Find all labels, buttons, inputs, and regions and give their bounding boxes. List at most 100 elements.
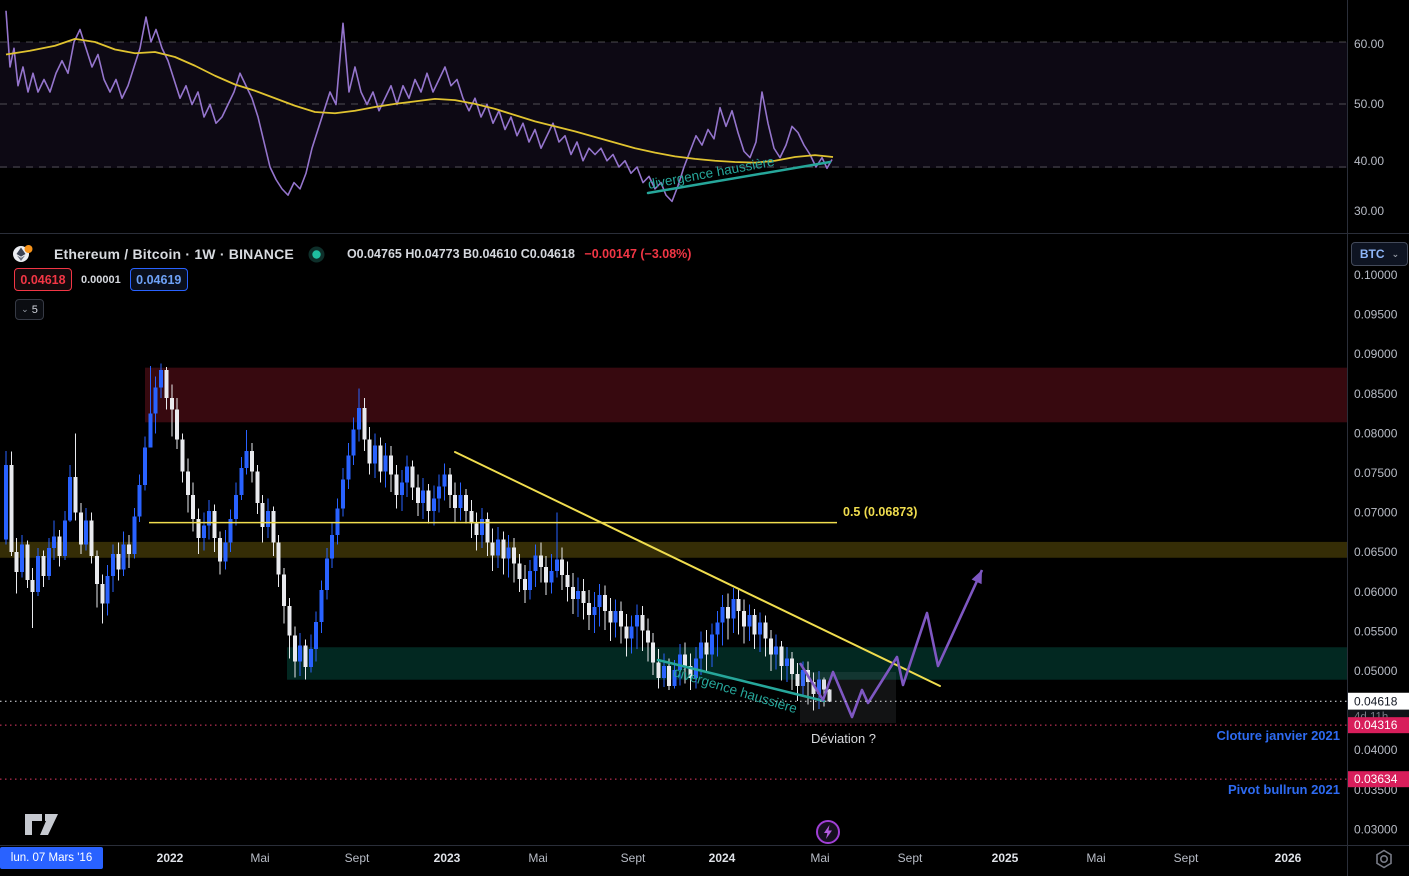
- candle-body: [383, 455, 388, 472]
- candle-body: [36, 556, 41, 592]
- candle-body: [41, 556, 46, 576]
- candle-body: [677, 654, 682, 671]
- candle-body: [784, 658, 789, 667]
- yellow-downtrend-line[interactable]: [454, 451, 941, 687]
- candle-body: [121, 544, 126, 570]
- crosshair-date-badge: lun. 07 Mars '16: [0, 847, 103, 869]
- candle-body: [308, 648, 313, 668]
- time-axis-label: 2026: [1275, 851, 1302, 865]
- candle-body: [116, 553, 121, 570]
- mid-zone[interactable]: [0, 541, 1347, 558]
- candle-body: [736, 598, 741, 611]
- time-axis-label: Sept: [1174, 851, 1199, 865]
- candle-body: [725, 606, 730, 619]
- candle-body: [356, 408, 361, 430]
- price-scale-currency-button[interactable]: BTC ⌄: [1351, 242, 1408, 266]
- candle-body: [517, 563, 522, 580]
- candle-body: [89, 520, 94, 557]
- candle-body: [747, 614, 752, 627]
- candle-body: [52, 536, 57, 549]
- candle-body: [800, 670, 805, 687]
- candle-body: [704, 642, 709, 655]
- market-status-icon[interactable]: [308, 246, 325, 263]
- candle-body: [635, 614, 640, 627]
- candle-body: [143, 447, 148, 485]
- cloture-janvier-label[interactable]: Cloture janvier 2021: [1216, 728, 1340, 743]
- candle-body: [14, 552, 19, 572]
- candle-body: [608, 610, 613, 623]
- symbol-legend: Ethereum / Bitcoin · 1W · BINANCE O0.047…: [12, 244, 691, 264]
- candle-body: [672, 670, 677, 687]
- candle-body: [196, 518, 201, 538]
- alert-price-badge: [1348, 771, 1409, 788]
- chevron-down-icon: ⌄: [21, 304, 29, 314]
- candle-body: [9, 465, 14, 553]
- bid-price-box[interactable]: 0.04618: [14, 268, 72, 291]
- candle-body: [217, 537, 222, 562]
- candle-body: [244, 450, 249, 469]
- gear-icon[interactable]: [1371, 847, 1397, 871]
- deviation-label[interactable]: Déviation ?: [811, 731, 877, 746]
- supply-zone[interactable]: [145, 367, 1347, 423]
- price-axis-label: 0.09000: [1354, 347, 1398, 361]
- candle-body: [512, 547, 517, 564]
- teal-divergence-line-main[interactable]: [656, 658, 826, 703]
- candle-body: [100, 583, 105, 604]
- candle-body: [20, 544, 25, 572]
- rsi-axis-label: 50.00: [1354, 97, 1384, 111]
- candle-body: [469, 511, 474, 524]
- candle-body: [597, 594, 602, 607]
- projection-arrowhead: [971, 570, 982, 585]
- pivot-bullrun-label[interactable]: Pivot bullrun 2021: [1228, 782, 1340, 797]
- candle-body: [185, 471, 190, 496]
- candle-body: [426, 490, 431, 512]
- candle-body: [260, 503, 265, 527]
- candle-body: [453, 495, 458, 508]
- symbol-title[interactable]: Ethereum / Bitcoin · 1W · BINANCE: [54, 246, 294, 262]
- ask-price-box[interactable]: 0.04619: [129, 268, 188, 291]
- rsi-line: [5, 10, 833, 203]
- candle-body: [324, 558, 329, 591]
- candle-body: [731, 598, 736, 619]
- time-axis-label: 2022: [157, 851, 184, 865]
- time-axis-label: 2025: [992, 851, 1019, 865]
- candle-body: [651, 642, 656, 663]
- projection-zigzag[interactable]: [798, 569, 984, 719]
- legend-collapse-button[interactable]: ⌄ 5: [15, 299, 44, 320]
- candle-body: [46, 548, 51, 576]
- rsi-axis-label: 60.00: [1354, 37, 1384, 51]
- candle-body: [68, 476, 73, 521]
- price-axis-label: 0.06500: [1354, 545, 1398, 559]
- tradingview-logo[interactable]: [25, 813, 61, 842]
- price-axis-label: 0.07500: [1354, 466, 1398, 480]
- teal-divergence-line-rsi[interactable]: [646, 160, 832, 195]
- candle-body: [538, 555, 543, 568]
- candle-body: [709, 634, 714, 655]
- candle-body: [399, 482, 404, 496]
- candle-body: [57, 536, 62, 557]
- candle-body: [351, 429, 356, 456]
- candle-body: [779, 646, 784, 667]
- candle-body: [330, 534, 335, 559]
- lightning-icon[interactable]: [814, 818, 842, 851]
- candle-body: [496, 539, 501, 556]
- candle-body: [720, 606, 725, 623]
- candle-body: [613, 610, 618, 623]
- candle-body: [207, 511, 212, 526]
- candle-body: [624, 626, 629, 639]
- candle-body: [137, 484, 142, 517]
- candle-body: [78, 512, 83, 545]
- price-axis-label: 0.07000: [1354, 506, 1398, 520]
- candle-body: [795, 674, 800, 687]
- time-axis-label: Sept: [345, 851, 370, 865]
- candle-body: [25, 544, 30, 580]
- demand-zone[interactable]: [287, 647, 1347, 680]
- highlight-box[interactable]: [800, 672, 896, 723]
- candle-body: [105, 575, 110, 604]
- candle-body: [458, 495, 463, 508]
- candle-body: [239, 468, 244, 496]
- price-axis-label: 0.09500: [1354, 308, 1398, 322]
- price-axis-label: 0.08500: [1354, 387, 1398, 401]
- fib-level-label[interactable]: 0.5 (0.06873): [843, 505, 918, 519]
- candle-body: [763, 622, 768, 639]
